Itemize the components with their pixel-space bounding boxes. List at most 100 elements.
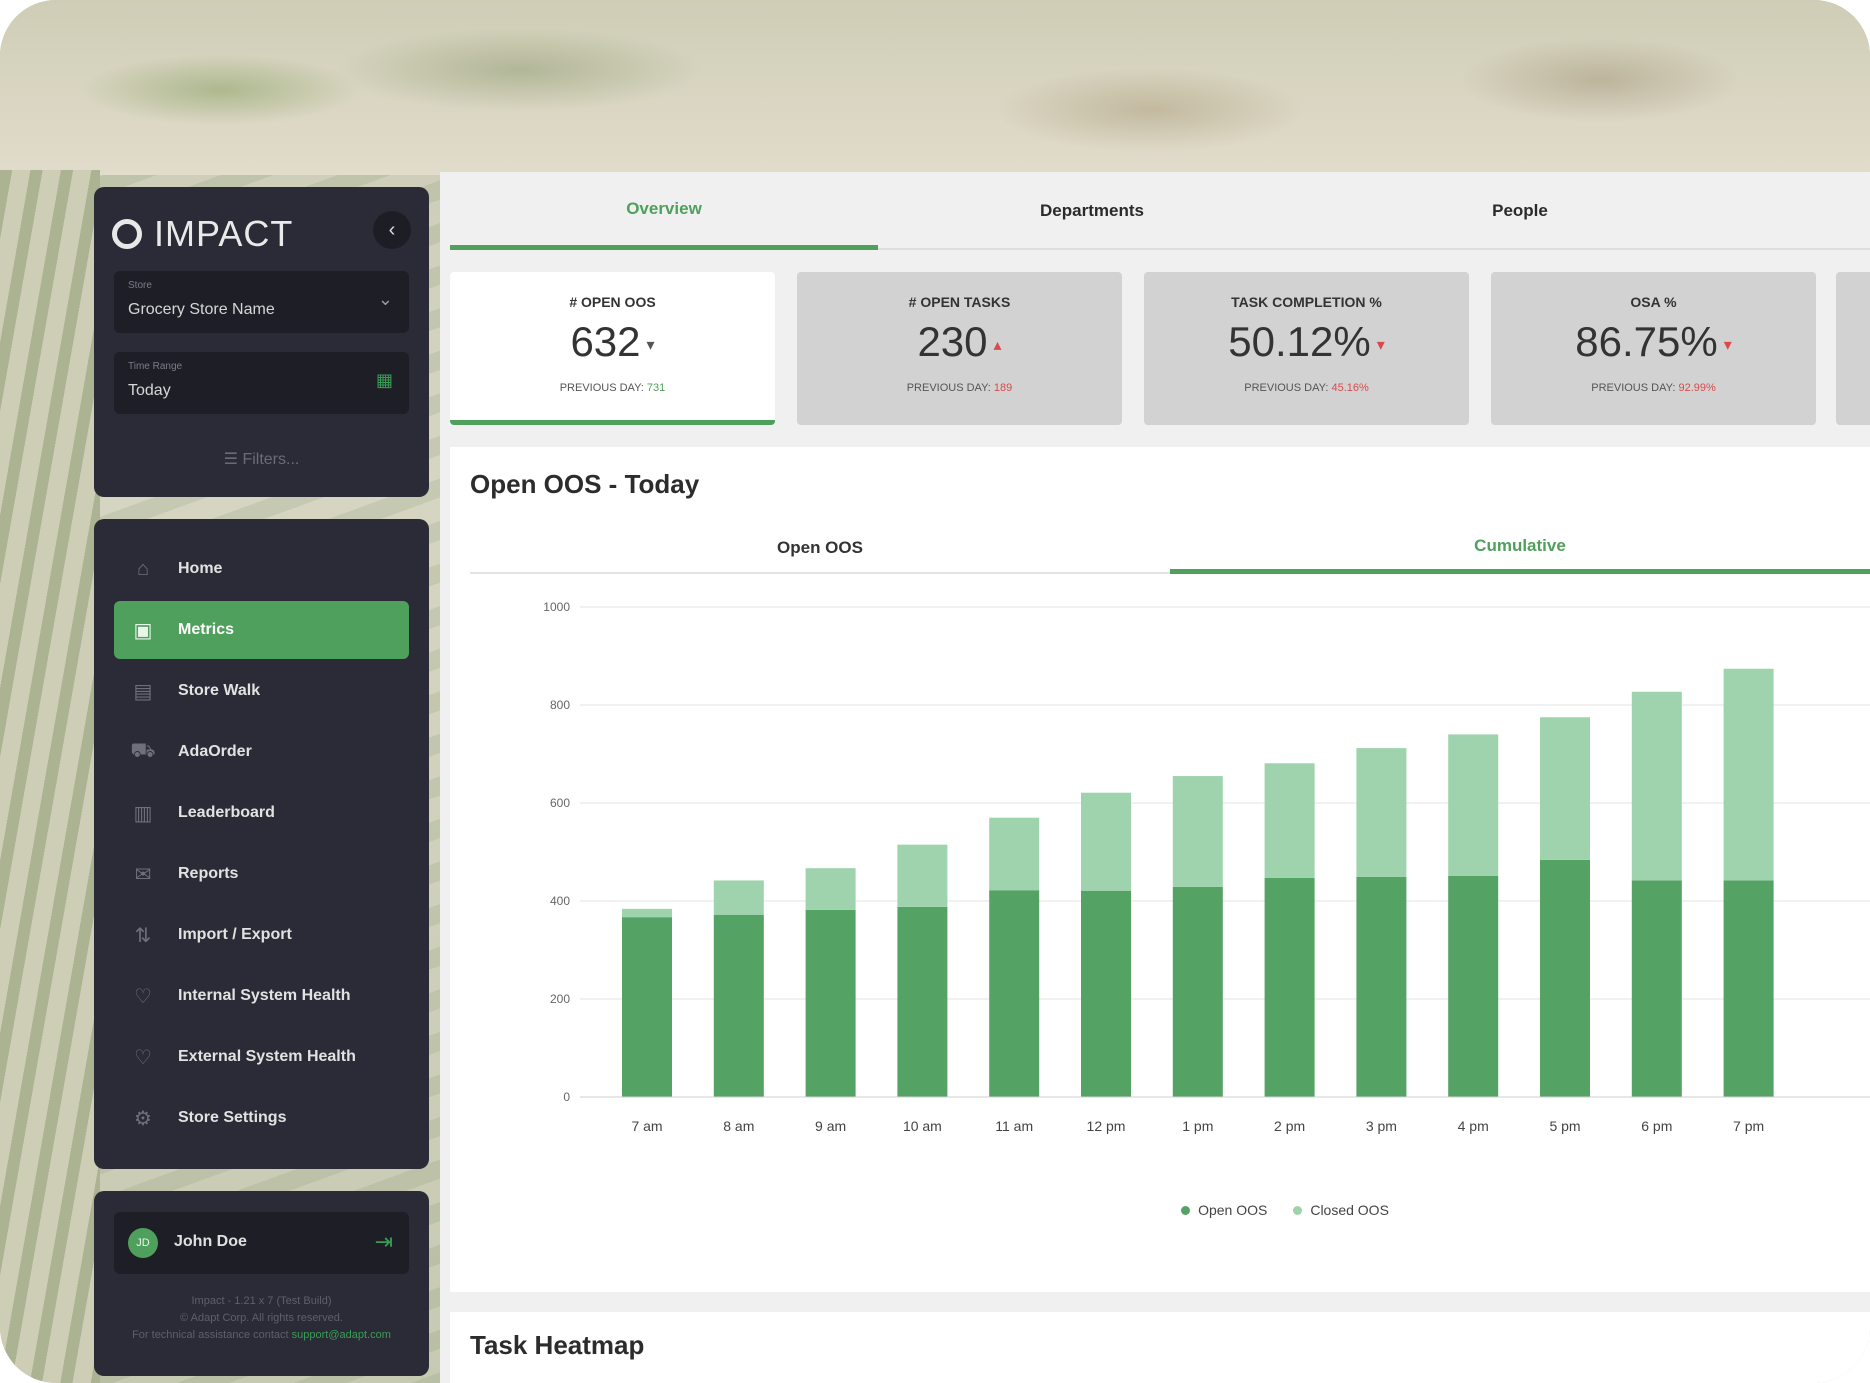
app-footnote: Impact - 1.21 x 7 (Test Build) © Adapt C…: [114, 1293, 409, 1344]
heatmap-title: Task Heatmap: [470, 1330, 645, 1360]
bar-open-oos[interactable]: [805, 909, 856, 1097]
bar-open-oos[interactable]: [1448, 876, 1499, 1097]
time-range-label: Time Range: [128, 361, 183, 372]
support-link[interactable]: support@adapt.com: [291, 1329, 391, 1341]
legend-label: Open OOS: [1198, 1202, 1268, 1218]
tab-overview[interactable]: Overview: [450, 172, 878, 250]
kpi-card-partial[interactable]: [1836, 272, 1870, 425]
x-tick-label: 8 am: [723, 1118, 754, 1134]
x-tick-label: 10 am: [903, 1118, 942, 1134]
bar-open-oos[interactable]: [1172, 886, 1223, 1097]
top-tabs: Overview Departments People: [450, 172, 1870, 250]
kpi-card-osa[interactable]: OSA % 86.75% ▾ PREVIOUS DAY: 92.99%: [1491, 272, 1816, 425]
leaderboard-icon: ▥: [133, 802, 153, 825]
bar-closed-oos[interactable]: [1081, 792, 1131, 891]
kpi-card-open-tasks[interactable]: # OPEN TASKS 230 ▴ PREVIOUS DAY: 189: [797, 272, 1122, 425]
kpi-card-open-oos[interactable]: # OPEN OOS 632 ▾ PREVIOUS DAY: 731: [450, 272, 775, 425]
bar-open-oos[interactable]: [1081, 890, 1131, 1097]
task-heatmap-card: Task Heatmap: [450, 1312, 1870, 1383]
metrics-icon: ▣: [133, 619, 153, 642]
time-range-select[interactable]: Time Range Today ▦: [114, 352, 409, 414]
user-name: John Doe: [174, 1233, 247, 1250]
x-tick-label: 4 pm: [1458, 1118, 1489, 1134]
app-logo: IMPACT: [112, 213, 293, 255]
legend-item-open-oos[interactable]: Open OOS: [1181, 1202, 1267, 1218]
bar-closed-oos[interactable]: [1172, 776, 1223, 887]
sidebar-header: IMPACT ‹ Store Grocery Store Name ⌄ Time…: [94, 187, 429, 497]
x-tick-label: 9 am: [815, 1118, 846, 1134]
y-tick-label: 800: [550, 698, 570, 712]
bar-closed-oos[interactable]: [622, 908, 672, 918]
kpi-previous: PREVIOUS DAY: 731: [450, 382, 775, 394]
x-tick-label: 1 pm: [1182, 1118, 1213, 1134]
kpi-previous-label: PREVIOUS DAY:: [906, 382, 991, 394]
heart-icon: ♡: [134, 985, 152, 1008]
x-tick-label: 12 pm: [1087, 1118, 1126, 1134]
bar-closed-oos[interactable]: [1264, 763, 1315, 878]
bar-open-oos[interactable]: [1264, 877, 1315, 1097]
background-photo-left: [0, 170, 100, 1383]
sidebar-item-label: Internal System Health: [178, 987, 351, 1004]
bar-closed-oos[interactable]: [1540, 717, 1590, 860]
background-photo: [0, 0, 1870, 175]
kpi-previous: PREVIOUS DAY: 189: [797, 382, 1122, 394]
filters-button[interactable]: ☰ Filters...: [94, 449, 429, 469]
reports-icon: ✉: [134, 863, 152, 886]
bar-open-oos[interactable]: [897, 906, 948, 1097]
logout-icon[interactable]: ⇥: [374, 1229, 393, 1254]
x-tick-label: 11 am: [995, 1118, 1033, 1134]
sidebar-item-external-system-health[interactable]: ♡ External System Health: [114, 1028, 409, 1086]
sidebar-item-leaderboard[interactable]: ▥ Leaderboard: [114, 784, 409, 842]
tab-cumulative[interactable]: Cumulative: [1170, 522, 1870, 574]
sidebar-item-label: AdaOrder: [178, 743, 252, 760]
sidebar-item-store-walk[interactable]: ▤ Store Walk: [114, 662, 409, 720]
bar-open-oos[interactable]: [1631, 880, 1682, 1097]
tab-people[interactable]: People: [1492, 201, 1548, 220]
kpi-previous: PREVIOUS DAY: 92.99%: [1491, 382, 1816, 394]
sidebar-item-adaorder[interactable]: ⛟ AdaOrder: [114, 723, 409, 781]
x-tick-label: 5 pm: [1549, 1118, 1580, 1134]
x-tick-label: 7 pm: [1733, 1118, 1764, 1134]
bar-closed-oos[interactable]: [897, 844, 948, 907]
sidebar-item-store-settings[interactable]: ⚙ Store Settings: [114, 1089, 409, 1147]
bar-closed-oos[interactable]: [1448, 734, 1499, 877]
x-tick-label: 2 pm: [1274, 1118, 1305, 1134]
sidebar-item-reports[interactable]: ✉ Reports: [114, 845, 409, 903]
bar-closed-oos[interactable]: [1631, 691, 1682, 881]
bar-closed-oos[interactable]: [1723, 668, 1774, 881]
sidebar-item-home[interactable]: ⌂ Home: [114, 540, 409, 598]
bar-closed-oos[interactable]: [805, 868, 856, 910]
sidebar-item-import-export[interactable]: ⇅ Import / Export: [114, 906, 409, 964]
store-walk-icon: ▤: [133, 680, 153, 703]
bar-closed-oos[interactable]: [989, 817, 1040, 891]
chart-legend: Open OOS Closed OOS: [450, 1202, 1870, 1218]
user-menu[interactable]: JD John Doe ⇥: [114, 1212, 409, 1274]
legend-item-closed-oos[interactable]: Closed OOS: [1293, 1202, 1389, 1218]
store-select-value: Grocery Store Name: [128, 301, 275, 318]
kpi-card-task-completion[interactable]: TASK COMPLETION % 50.12% ▾ PREVIOUS DAY: …: [1144, 272, 1469, 425]
app-name: IMPACT: [154, 213, 294, 254]
tab-departments[interactable]: Departments: [1040, 201, 1144, 220]
y-tick-label: 0: [563, 1090, 570, 1104]
tab-open-oos[interactable]: Open OOS: [777, 538, 863, 557]
collapse-sidebar-button[interactable]: ‹: [373, 211, 411, 249]
store-select[interactable]: Store Grocery Store Name ⌄: [114, 271, 409, 333]
bar-open-oos[interactable]: [713, 914, 764, 1097]
bar-open-oos[interactable]: [622, 917, 672, 1097]
home-icon: ⌂: [136, 557, 150, 580]
avatar: JD: [128, 1228, 158, 1258]
sidebar-item-label: External System Health: [178, 1048, 356, 1065]
bar-open-oos[interactable]: [1723, 880, 1774, 1097]
bar-closed-oos[interactable]: [713, 880, 764, 915]
sidebar-item-metrics[interactable]: ▣ Metrics: [114, 601, 409, 659]
legend-swatch: [1293, 1205, 1303, 1215]
bar-open-oos[interactable]: [1356, 876, 1407, 1097]
kpi-previous-label: PREVIOUS DAY:: [1244, 382, 1329, 394]
bar-open-oos[interactable]: [1540, 859, 1590, 1097]
kpi-label: OSA %: [1630, 294, 1677, 310]
bar-closed-oos[interactable]: [1356, 748, 1407, 877]
x-tick-label: 3 pm: [1366, 1118, 1397, 1134]
sidebar-item-internal-system-health[interactable]: ♡ Internal System Health: [114, 967, 409, 1025]
x-tick-label: 7 am: [631, 1118, 662, 1134]
bar-open-oos[interactable]: [989, 890, 1040, 1097]
